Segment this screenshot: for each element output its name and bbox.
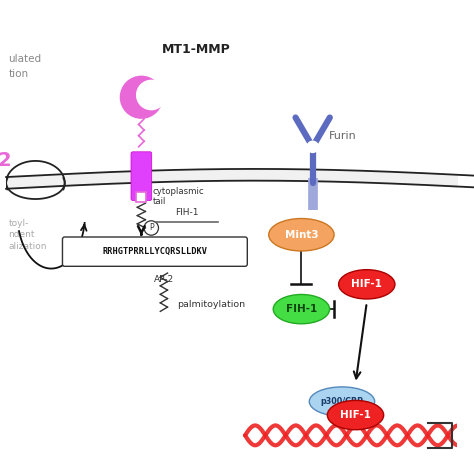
Text: 2: 2 (0, 151, 11, 170)
Text: palmitoylation: palmitoylation (177, 300, 246, 309)
Text: alization: alization (9, 242, 47, 251)
FancyBboxPatch shape (137, 192, 146, 202)
Ellipse shape (338, 270, 395, 299)
FancyBboxPatch shape (131, 152, 152, 201)
Text: HIF-1: HIF-1 (340, 410, 371, 420)
Text: P: P (149, 223, 154, 232)
Text: ndent: ndent (9, 230, 35, 239)
Ellipse shape (310, 387, 374, 416)
Text: toyl-: toyl- (9, 219, 29, 228)
Text: Furin: Furin (328, 130, 356, 141)
Circle shape (127, 78, 147, 98)
Text: Mint3: Mint3 (284, 230, 318, 240)
Ellipse shape (269, 219, 334, 251)
Text: FIH-1: FIH-1 (286, 304, 317, 314)
Text: ulated: ulated (9, 54, 42, 64)
Text: MT1-MMP: MT1-MMP (162, 44, 230, 56)
Circle shape (306, 140, 319, 153)
Text: cytoplasmic
tail: cytoplasmic tail (153, 187, 204, 206)
Text: tion: tion (9, 69, 28, 79)
Text: FIH-1: FIH-1 (175, 208, 198, 217)
Text: AP-2: AP-2 (154, 275, 174, 284)
Circle shape (120, 76, 163, 119)
Ellipse shape (273, 294, 329, 324)
Text: HIF-1: HIF-1 (351, 279, 382, 289)
Circle shape (136, 80, 166, 110)
Ellipse shape (328, 401, 383, 430)
FancyBboxPatch shape (63, 237, 247, 266)
Text: p300/CBP: p300/CBP (320, 397, 364, 406)
Text: RRHGTPRRLLYCQRSLLDKV: RRHGTPRRLLYCQRSLLDKV (102, 247, 208, 256)
